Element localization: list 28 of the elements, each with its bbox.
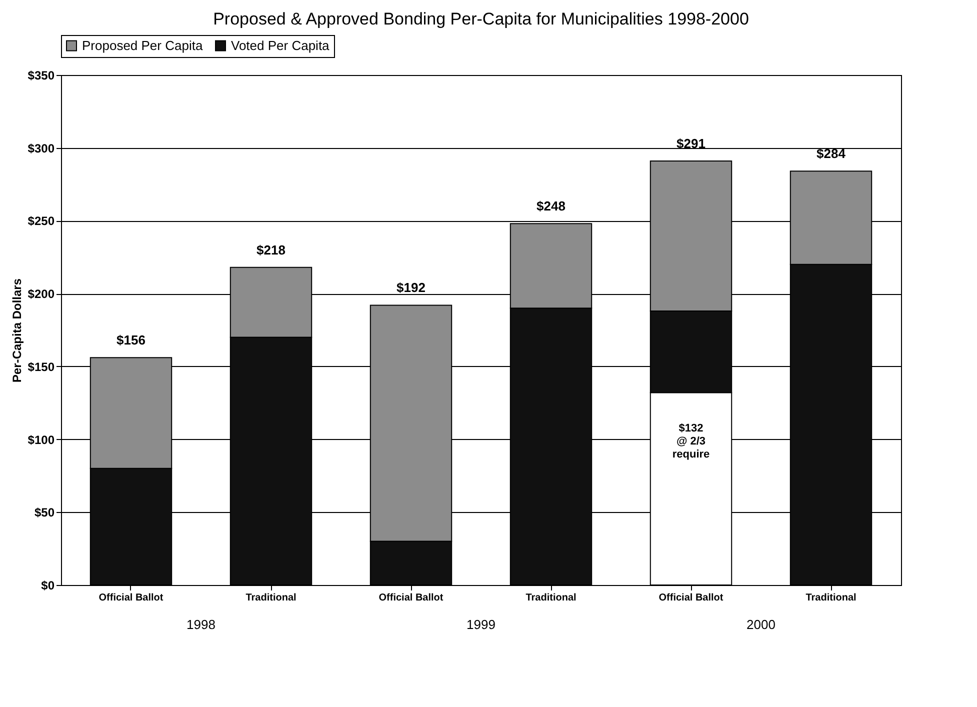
x-tick-label: Traditional <box>246 592 296 604</box>
y-tick-label: $50 <box>34 506 55 520</box>
x-tick-label: Official Ballot <box>378 592 444 604</box>
y-tick-label: $0 <box>41 578 55 592</box>
y-tick-label: $350 <box>28 68 55 82</box>
total-label: $248 <box>536 198 566 214</box>
text: 2000 <box>746 617 776 632</box>
data-label: $132 @ 2/3 require <box>672 422 710 461</box>
text: 1999 <box>466 617 496 632</box>
total-label: $218 <box>256 242 286 258</box>
text: 1998 <box>186 617 216 632</box>
y-tick-label: $250 <box>28 214 55 228</box>
legend-label: Voted Per Capita <box>231 38 330 53</box>
x-tick-label: Official Ballot <box>658 592 724 604</box>
y-axis-title: Per-Capita Dollars <box>10 278 24 383</box>
total-label: $156 <box>116 332 146 348</box>
y-tick-label: $150 <box>28 360 55 374</box>
chart-title: Proposed & Approved Bonding Per-Capita for Municipalities 1998-2000 <box>213 10 749 28</box>
x-tick-label: Official Ballot <box>98 592 164 604</box>
x-tick-label: Traditional <box>806 592 856 604</box>
x-tick-label: Traditional <box>526 592 576 604</box>
y-tick-label: $300 <box>28 141 55 156</box>
total-label: $192 <box>396 280 426 296</box>
y-tick-label: $100 <box>28 432 55 447</box>
legend-label: Proposed Per Capita <box>82 38 204 53</box>
y-tick-label: $200 <box>28 287 55 302</box>
total-label: $284 <box>816 146 846 162</box>
total-label: $291 <box>676 136 706 151</box>
